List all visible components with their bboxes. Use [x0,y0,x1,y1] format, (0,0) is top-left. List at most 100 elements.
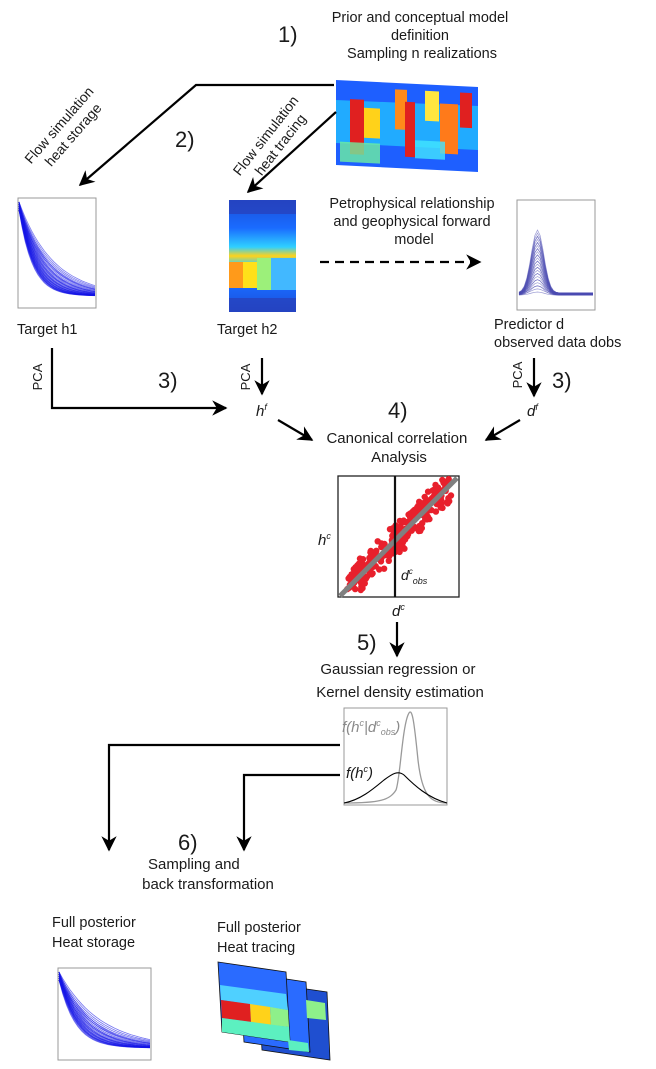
scatter-point [416,503,424,510]
scatter-point [419,520,426,527]
scatter-point [443,499,450,506]
step1-title-line2: definition [391,28,449,44]
step1-number: 1) [278,22,298,47]
decay-curve [58,971,151,1044]
kde-label-line1: Gaussian regression or [320,661,475,678]
predictor-label-line1: Predictor d [494,317,564,333]
predictor-curve [518,235,593,296]
decay-curve [58,971,151,1040]
kde-label: Gaussian regression or Kernel density es… [316,661,484,701]
step5-number: 5) [357,630,377,655]
scatter-point [447,492,455,499]
arrow-df-cca [484,419,521,441]
scatter-point [421,493,428,501]
posterior-storage-line2: Heat storage [52,935,135,951]
pca-left-label: PCA [30,363,45,390]
posterior-storage-plot [57,967,152,1061]
scatter-point [408,527,415,534]
scatter-point [352,585,359,593]
cca-label-line2: Analysis [371,449,427,466]
petro-label-line2: and geophysical forward [333,214,490,230]
step2-number: 2) [175,127,195,152]
target-h1-plot [17,197,97,309]
scatter-point [378,543,385,551]
arrow-h1-pca [50,348,228,416]
posterior-storage-curves [58,971,151,1049]
predictor-curves [518,229,593,296]
dc-symbol: dc [392,602,405,620]
step1-title-line1: Prior and conceptual model [332,10,509,26]
kde-conditional-curve [343,711,448,804]
dc-obs-symbol: dcobs [401,567,428,586]
scatter-point [373,547,380,554]
kde-label-line2: Kernel density estimation [316,684,484,701]
scatter-point [369,570,376,577]
petro-label-line3: model [394,232,434,248]
decay-curve [58,973,151,1045]
decay-curve [58,973,151,1042]
petro-label-line1: Petrophysical relationship [329,196,494,212]
decay-curve [58,979,150,1049]
posterior-storage-label: Full posterior Heat storage [52,915,140,951]
predictor-plot [516,199,596,311]
scatter-point [385,557,392,564]
arrow-prior-to-storage [78,83,334,187]
scatter-point [346,573,353,581]
pca-mid-label: PCA [238,363,253,390]
step3-number-left: 3) [158,368,178,393]
target-h2-heatmap [229,200,296,312]
scatter-point [367,549,374,556]
scatter-point [411,509,418,517]
decay-curve [18,203,96,293]
d-f-symbol: df [527,402,539,420]
posterior-tracing-line1: Full posterior [217,920,301,936]
step1-title-line3: Sampling n realizations [347,46,497,62]
predictor-label: Predictor d observed data dobs [494,317,621,351]
predictor-label-line2: observed data dobs [494,335,621,351]
scatter-point [351,568,358,575]
scatter-point [359,585,366,592]
cca-label-line1: Canonical correlation [326,430,467,447]
scatter-point [440,479,447,486]
posterior-tracing-line2: Heat tracing [217,940,295,956]
cca-scatter-plot [337,475,460,598]
sampling-label: Sampling and back transformation [142,856,274,893]
predictor-curve [518,229,593,294]
scatter-point [433,483,441,491]
sampling-label-line1: Sampling and [148,856,240,873]
decay-curve [18,201,96,290]
step4-number: 4) [388,398,408,423]
kde-conditional-label: f(hc|dcobs) [342,718,400,737]
flow-label-storage: Flow simulation heat storage [21,80,112,177]
scatter-point [432,508,440,515]
cca-regression-line [338,476,459,598]
target-h1-curves [18,201,96,297]
sampling-label-line2: back transformation [142,876,274,893]
arrow-hf-cca [277,419,314,441]
hc-symbol: hc [318,531,331,549]
flow-label-tracing: Flow simulation heat tracing [230,90,318,189]
prior-realization-image [336,80,478,172]
posterior-tracing-label: Full posterior Heat tracing [217,920,305,956]
scatter-point [424,513,431,520]
scatter-point [415,527,422,535]
scatter-point [401,545,408,552]
scatter-point [439,504,446,512]
scatter-point [380,565,388,572]
decay-curve [58,971,151,1046]
posterior-storage-line1: Full posterior [52,915,136,931]
step6-number: 6) [178,830,198,855]
cca-label: Canonical correlation Analysis [326,430,471,466]
scatter-point [397,523,404,531]
scatter-point [400,517,407,524]
scatter-point [359,556,367,563]
petro-label: Petrophysical relationship and geophysic… [329,196,498,248]
target-h2-label: Target h2 [217,322,277,338]
decay-curve [58,973,151,1047]
decay-curve [18,209,96,297]
kde-prior-label: f(hc) [346,764,373,782]
step1-title: Prior and conceptual model definition Sa… [332,10,513,62]
kde-prior-curve [343,772,448,804]
